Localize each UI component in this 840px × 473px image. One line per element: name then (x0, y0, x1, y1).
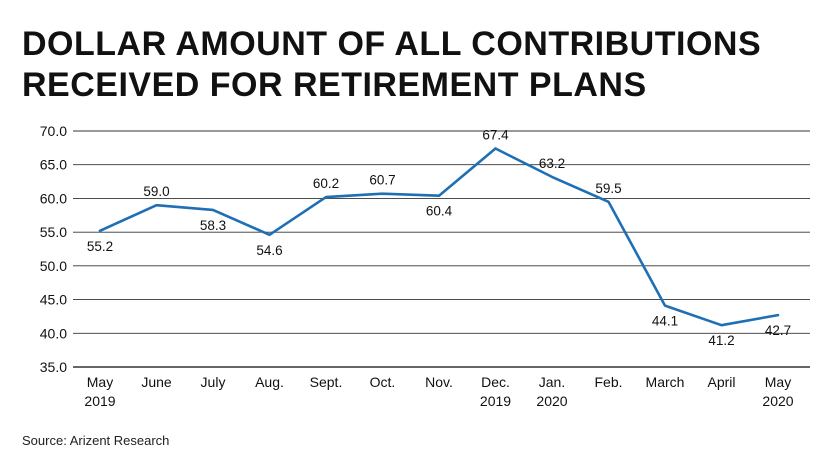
y-tick-label: 45.0 (40, 292, 67, 308)
y-tick-label: 55.0 (40, 224, 67, 240)
data-label: 60.4 (426, 204, 453, 219)
data-label: 55.2 (87, 239, 113, 254)
x-tick-label: Sept. (310, 374, 343, 390)
data-label: 54.6 (256, 243, 282, 258)
x-tick-label: Dec. 2019 (480, 374, 511, 409)
data-label: 60.2 (313, 176, 339, 191)
data-label: 59.0 (143, 184, 169, 199)
x-tick-label: Nov. (425, 374, 453, 390)
x-tick-label: May 2019 (84, 374, 115, 409)
x-tick-label: July (201, 374, 226, 390)
data-label: 59.5 (595, 181, 621, 196)
x-tick-label: Feb. (594, 374, 622, 390)
chart-title: DOLLAR AMOUNT OF ALL CONTRIBUTIONS RECEI… (22, 25, 762, 104)
gridlines (73, 130, 810, 368)
x-tick-label: May 2020 (762, 374, 793, 409)
y-tick-label: 35.0 (40, 359, 67, 375)
x-axis-ticks: May 2019 June July Aug. Sept. Oct. Nov. Dec. 2019… (84, 374, 793, 409)
x-tick-label: Jan. 2020 (536, 374, 567, 409)
x-tick-label: Oct. (370, 374, 396, 390)
data-label: 60.7 (369, 173, 395, 188)
x-tick-label: April (707, 374, 735, 390)
series-line (98, 147, 780, 327)
series-layer (98, 147, 780, 327)
data-label: 42.7 (765, 323, 791, 338)
data-label: 58.3 (200, 218, 226, 233)
data-label: 41.2 (708, 333, 734, 348)
data-labels: 55.2 59.0 58.3 54.6 60.2 60.7 60.4 67.4 63.2 59.5… (87, 128, 791, 349)
y-tick-label: 60.0 (40, 190, 67, 206)
y-tick-label: 65.0 (40, 157, 67, 173)
x-tick-label: June (141, 374, 172, 390)
data-label: 63.2 (539, 156, 565, 171)
y-axis-ticks: 35.0 40.0 45.0 50.0 55.0 60.0 65.0 70.0 (40, 123, 67, 375)
y-tick-label: 50.0 (40, 258, 67, 274)
data-label: 67.4 (482, 128, 509, 143)
data-label: 44.1 (652, 314, 678, 329)
source-note: Source: Arizent Research (22, 433, 170, 448)
x-tick-label: Aug. (255, 374, 284, 390)
x-tick-label: March (646, 374, 685, 390)
y-tick-label: 40.0 (40, 325, 67, 341)
y-tick-label: 70.0 (40, 123, 67, 139)
